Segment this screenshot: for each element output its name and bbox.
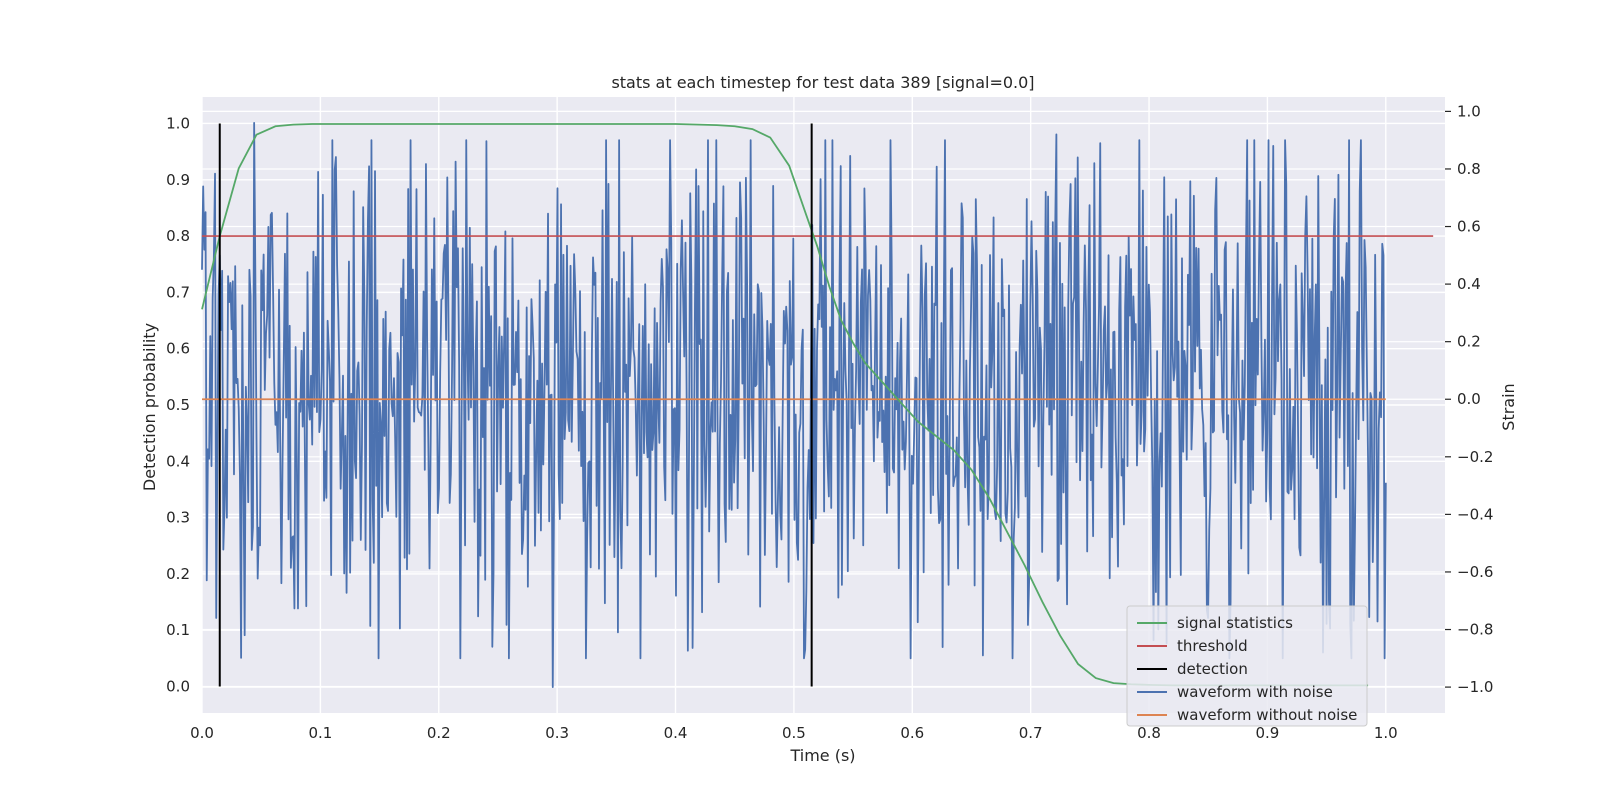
legend-label: waveform with noise	[1177, 683, 1333, 701]
legend-box	[1126, 605, 1368, 727]
x-tick-label: 0.3	[545, 724, 569, 742]
y-ticks-left: 0.0 0.1 0.2 0.3 0.4 0.5 0.6 0.7 0.8 0.9 1.0	[166, 114, 190, 695]
legend: signal statistics threshold detection wavef…	[1126, 605, 1368, 727]
y-ticks-right: −1.0 −0.8 −0.6 −0.4 −0.2 0.0 0.2 0.4 0.6 0.8 1.0	[1445, 102, 1493, 696]
legend-label: waveform without noise	[1177, 706, 1357, 724]
y-tick-label: 1.0	[166, 114, 190, 132]
chart-title: stats at each timestep for test data 389…	[611, 73, 1034, 92]
series-layer	[201, 122, 1434, 688]
y-axis-label-right: Strain	[1499, 383, 1518, 430]
y-tick-label-right: −0.8	[1457, 621, 1493, 639]
x-tick-label: 0.5	[782, 724, 806, 742]
x-tick-label: 1.0	[1374, 724, 1398, 742]
y-tick-label-right: 0.4	[1457, 275, 1481, 293]
y-tick-label-right: 0.8	[1457, 160, 1481, 178]
series-signal-statistics	[201, 123, 1369, 687]
x-tick-label: 0.9	[1255, 724, 1279, 742]
y-tick-label-right: 0.2	[1457, 333, 1481, 351]
x-tick-label: 0.0	[190, 724, 214, 742]
y-tick-label-right: −1.0	[1457, 678, 1493, 696]
legend-label: threshold	[1177, 637, 1248, 655]
y-tick-label-right: −0.2	[1457, 448, 1493, 466]
series-waveform-with-noise	[201, 122, 1387, 688]
y-tick-label-right: 0.6	[1457, 218, 1481, 236]
y-tick-label-right: 0.0	[1457, 390, 1481, 408]
y-tick-label: 0.6	[166, 340, 190, 358]
y-axis-label: Detection probability	[140, 323, 159, 491]
x-tick-label: 0.7	[1019, 724, 1043, 742]
y-tick-label-right: −0.6	[1457, 563, 1493, 581]
x-tick-label: 0.1	[308, 724, 332, 742]
x-ticks: 0.0 0.1 0.2 0.3 0.4 0.5 0.6 0.7 0.8 0.9 1.0	[190, 724, 1398, 742]
y-tick-label: 0.3	[166, 509, 190, 527]
x-tick-label: 0.8	[1137, 724, 1161, 742]
x-tick-label: 0.4	[664, 724, 688, 742]
y-tick-label: 0.5	[166, 396, 190, 414]
y-tick-label: 0.7	[166, 283, 190, 301]
x-tick-label: 0.6	[900, 724, 924, 742]
y-tick-label: 0.8	[166, 227, 190, 245]
y-tick-label: 0.0	[166, 678, 190, 696]
y-tick-label: 0.4	[166, 452, 190, 470]
legend-label: signal statistics	[1177, 614, 1293, 632]
y-tick-label: 0.1	[166, 621, 190, 639]
y-tick-label: 0.9	[166, 171, 190, 189]
x-tick-label: 0.2	[427, 724, 451, 742]
x-axis-label: Time (s)	[789, 746, 855, 765]
y-tick-label-right: −0.4	[1457, 505, 1493, 523]
y-tick-label-right: 1.0	[1457, 102, 1481, 120]
legend-label: detection	[1177, 660, 1248, 678]
y-tick-label: 0.2	[166, 565, 190, 583]
